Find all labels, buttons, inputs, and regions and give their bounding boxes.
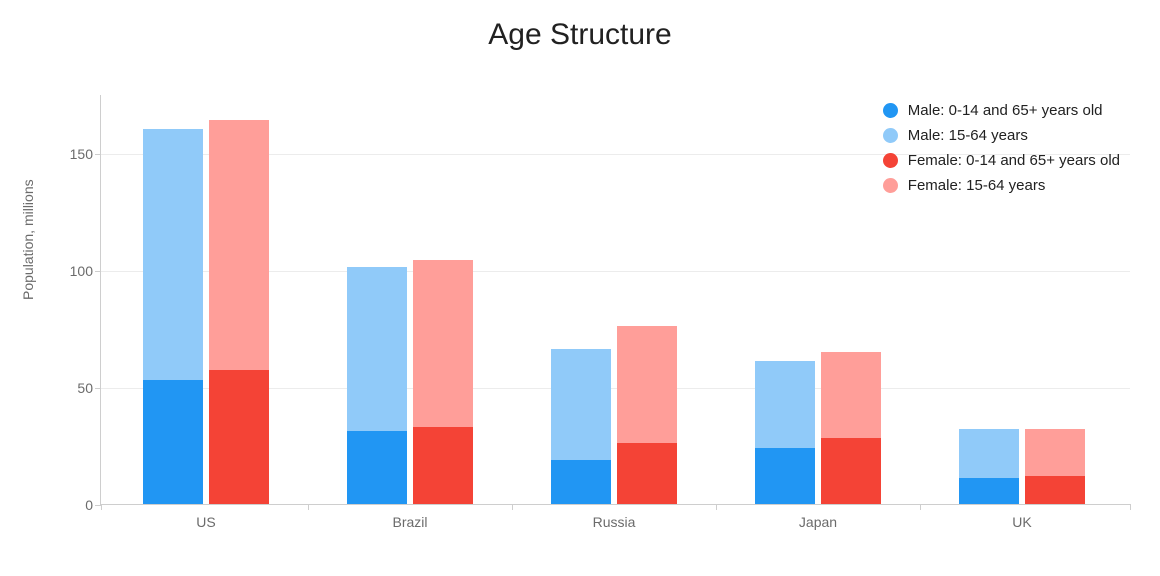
x-tick xyxy=(512,504,513,510)
bar-male_young_old xyxy=(347,431,407,504)
bar-female_young_old xyxy=(413,427,473,504)
x-category-label: Russia xyxy=(593,514,636,530)
legend-item: Female: 0-14 and 65+ years old xyxy=(883,153,1120,168)
bar-female_mid xyxy=(617,326,677,443)
bar-female_mid xyxy=(821,352,881,439)
legend-swatch-icon xyxy=(883,178,898,193)
bar-male_mid xyxy=(347,267,407,431)
legend-item: Male: 15-64 years xyxy=(883,128,1120,143)
bar-male_young_old xyxy=(755,448,815,504)
bar-male_young_old xyxy=(143,380,203,504)
legend-label: Male: 15-64 years xyxy=(908,128,1028,143)
legend-item: Female: 15-64 years xyxy=(883,178,1120,193)
x-category-label: Brazil xyxy=(392,514,427,530)
y-tick-label: 100 xyxy=(53,264,93,278)
x-tick xyxy=(920,504,921,510)
legend-label: Female: 0-14 and 65+ years old xyxy=(908,153,1120,168)
bar-male_mid xyxy=(959,429,1019,478)
bar-female_young_old xyxy=(617,443,677,504)
y-tick-label: 0 xyxy=(53,498,93,512)
y-tick xyxy=(95,388,101,389)
age-structure-chart: Age Structure Population, millions 0 50 10… xyxy=(0,0,1160,576)
bar-female_mid xyxy=(209,120,269,371)
bar-female_young_old xyxy=(1025,476,1085,504)
legend-label: Female: 15-64 years xyxy=(908,178,1046,193)
bar-female_young_old xyxy=(821,438,881,504)
y-tick xyxy=(95,271,101,272)
y-axis-title: Population, millions xyxy=(20,179,36,300)
legend-swatch-icon xyxy=(883,128,898,143)
bar-male_young_old xyxy=(959,478,1019,504)
bar-male_mid xyxy=(551,349,611,459)
x-tick xyxy=(101,504,102,510)
bar-male_young_old xyxy=(551,460,611,505)
y-tick xyxy=(95,154,101,155)
x-tick xyxy=(1130,504,1131,510)
x-tick xyxy=(308,504,309,510)
legend-item: Male: 0-14 and 65+ years old xyxy=(883,103,1120,118)
bar-female_young_old xyxy=(209,370,269,504)
y-tick-label: 150 xyxy=(53,147,93,161)
legend-swatch-icon xyxy=(883,103,898,118)
chart-title: Age Structure xyxy=(0,18,1160,52)
x-tick xyxy=(716,504,717,510)
y-tick-label: 50 xyxy=(53,381,93,395)
bar-male_mid xyxy=(143,129,203,380)
legend-swatch-icon xyxy=(883,153,898,168)
x-category-label: US xyxy=(196,514,215,530)
bar-female_mid xyxy=(1025,429,1085,476)
x-category-label: UK xyxy=(1012,514,1031,530)
x-category-label: Japan xyxy=(799,514,837,530)
legend: Male: 0-14 and 65+ years old Male: 15-64 … xyxy=(883,103,1120,203)
bar-female_mid xyxy=(413,260,473,426)
bar-male_mid xyxy=(755,361,815,448)
legend-label: Male: 0-14 and 65+ years old xyxy=(908,103,1103,118)
